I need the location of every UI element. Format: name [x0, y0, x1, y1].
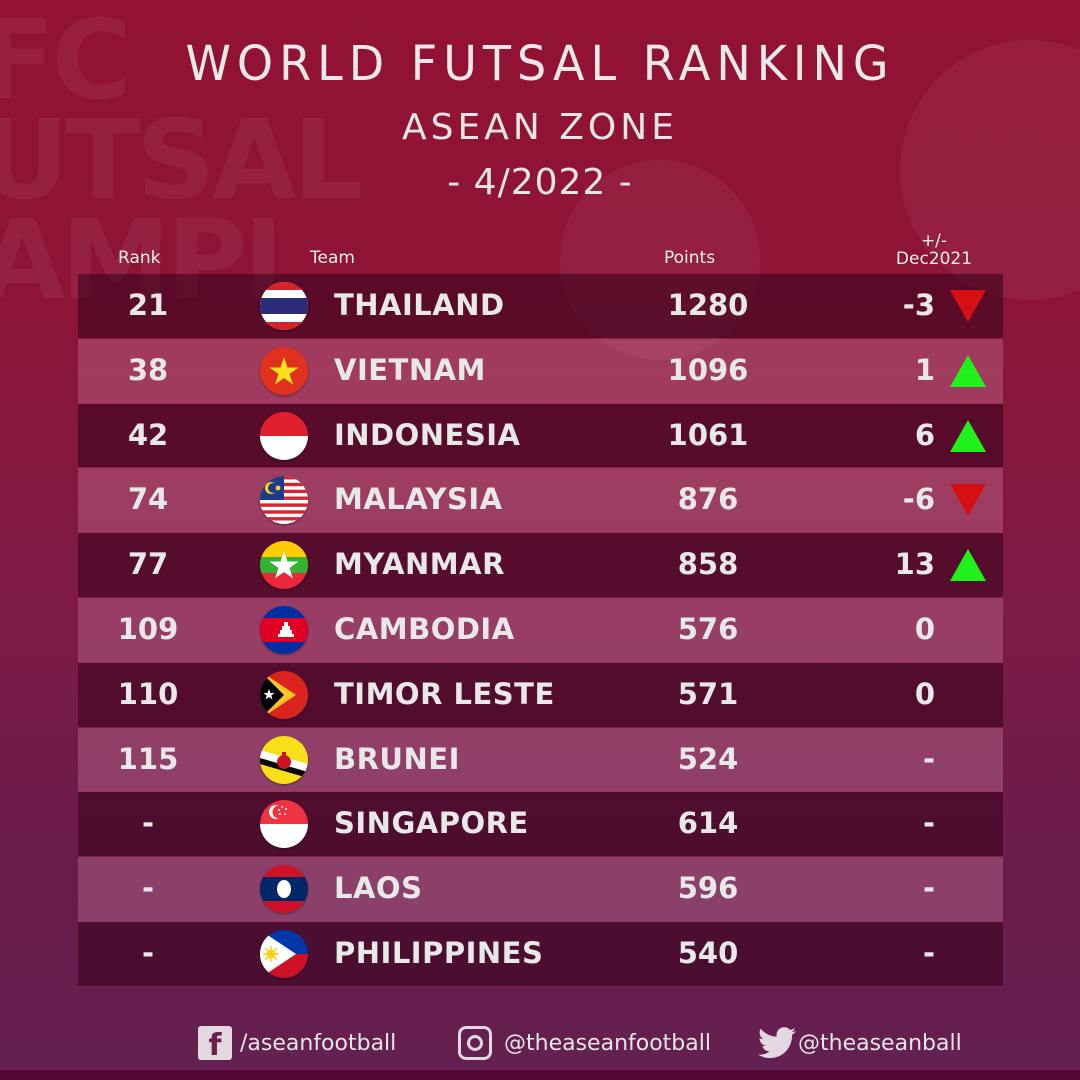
rank-cell: 110: [117, 676, 179, 711]
team-cell: THAILAND: [334, 288, 505, 322]
table-row: - PHILIPPINES 540 -: [78, 921, 1003, 987]
team-cell: LAOS: [334, 871, 423, 906]
team-cell: MYANMAR: [334, 547, 505, 582]
rank-cell: 21: [127, 288, 169, 322]
thailand-flag-icon: [260, 282, 308, 330]
rank-cell: 115: [117, 741, 179, 776]
laos-flag-icon: [260, 865, 308, 914]
column-header-team: Team: [310, 248, 355, 268]
table-row: 74 MALAYSIA 876 -6: [78, 468, 1003, 534]
malaysia-flag-icon: [260, 476, 308, 525]
twitter-icon: [758, 1027, 796, 1059]
facebook-icon: f: [198, 1026, 232, 1063]
bottom-bar: [0, 1070, 1080, 1080]
trend-up-icon: [950, 419, 986, 452]
rank-cell: -: [141, 871, 155, 906]
table-row: 110 TIMOR LESTE 571 0: [78, 662, 1003, 728]
trend-down-icon: [950, 484, 986, 517]
instagram-icon: [458, 1026, 492, 1060]
brunei-flag-icon: [260, 735, 308, 784]
twitter-link[interactable]: @theaseanball: [758, 1025, 962, 1061]
philippines-flag-icon: [260, 929, 308, 978]
table-row: 38 VIETNAM 1096 1: [78, 338, 1003, 404]
points-cell: 858: [677, 547, 739, 582]
column-header-points: Points: [664, 248, 716, 268]
rank-cell: 38: [127, 352, 169, 387]
team-cell: INDONESIA: [334, 417, 521, 452]
points-cell: 596: [677, 871, 739, 906]
points-cell: 1096: [667, 352, 749, 387]
page-title: WORLD FUTSAL RANKING: [185, 34, 895, 92]
trend-down-icon: [950, 290, 986, 322]
change-cell: -: [922, 871, 935, 906]
points-cell: 614: [677, 806, 739, 841]
ranking-date: - 4/2022 -: [447, 162, 633, 203]
points-cell: 540: [677, 935, 739, 970]
team-cell: TIMOR LESTE: [334, 676, 555, 711]
points-cell: 576: [677, 611, 739, 646]
points-cell: 876: [677, 482, 739, 517]
instagram-handle: @theaseanfootball: [504, 1030, 711, 1056]
change-cell: -: [922, 935, 935, 970]
table-row: 109 CAMBODIA 576 0: [78, 597, 1003, 663]
header: WORLD FUTSAL RANKING ASEAN ZONE - 4/2022…: [0, 30, 1080, 208]
points-cell: 1061: [667, 417, 749, 452]
rank-cell: -: [141, 935, 155, 970]
facebook-handle: /aseanfootball: [240, 1030, 397, 1056]
team-cell: CAMBODIA: [334, 611, 515, 646]
change-cell: -3: [902, 288, 935, 322]
rank-cell: 77: [127, 547, 169, 582]
change-cell: 1: [914, 352, 935, 387]
rank-cell: 74: [127, 482, 169, 517]
cambodia-flag-icon: [260, 605, 308, 654]
change-cell: 6: [914, 417, 935, 452]
column-header-change-line2: Dec2021: [895, 249, 973, 269]
instagram-link[interactable]: @theaseanfootball: [458, 1025, 711, 1061]
team-cell: PHILIPPINES: [334, 935, 544, 970]
team-cell: MALAYSIA: [334, 482, 503, 517]
change-cell: -6: [902, 482, 935, 517]
table-row: 115 BRUNEI 524 -: [78, 727, 1003, 793]
facebook-link[interactable]: f /aseanfootball: [198, 1025, 397, 1063]
column-header-rank: Rank: [118, 248, 161, 268]
points-cell: 524: [677, 741, 739, 776]
team-cell: BRUNEI: [334, 741, 460, 776]
twitter-handle: @theaseanball: [798, 1030, 962, 1056]
change-cell: -: [922, 741, 935, 776]
change-cell: -: [922, 806, 935, 841]
indonesia-flag-icon: [260, 411, 308, 460]
table-row: - SINGAPORE 614 -: [78, 792, 1003, 858]
table-row: 77 MYANMAR 858 13: [78, 533, 1003, 598]
column-header-change-line1: +/-: [920, 231, 948, 251]
vietnam-flag-icon: [260, 346, 308, 395]
table-row: - LAOS 596 -: [78, 857, 1003, 922]
rank-cell: 109: [117, 611, 179, 646]
rank-cell: 42: [127, 417, 169, 452]
page-subtitle: ASEAN ZONE: [402, 107, 678, 148]
points-cell: 571: [677, 676, 739, 711]
singapore-flag-icon: [260, 800, 308, 849]
change-cell: 13: [894, 547, 935, 582]
myanmar-flag-icon: [260, 541, 308, 590]
timor-leste-flag-icon: [260, 670, 308, 719]
change-cell: 0: [914, 676, 935, 711]
column-headers: Rank Team Points +/- Dec2021: [78, 232, 1003, 272]
ranking-table: 21 THAILAND 1280 -3 38 VIETNAM 1096 1 42 INDONESI…: [78, 274, 1003, 987]
rank-cell: -: [141, 806, 155, 841]
points-cell: 1280: [667, 288, 749, 322]
change-cell: 0: [914, 611, 935, 646]
trend-up-icon: [950, 549, 986, 582]
column-header-change: +/- Dec2021: [884, 232, 984, 268]
trend-up-icon: [950, 354, 986, 387]
table-row: 42 INDONESIA 1061 6: [78, 403, 1003, 469]
team-cell: VIETNAM: [334, 352, 486, 387]
team-cell: SINGAPORE: [334, 806, 529, 841]
footer-social: f /aseanfootball @theaseanfootball @thea…: [0, 1022, 1080, 1063]
table-row: 21 THAILAND 1280 -3: [78, 274, 1003, 339]
